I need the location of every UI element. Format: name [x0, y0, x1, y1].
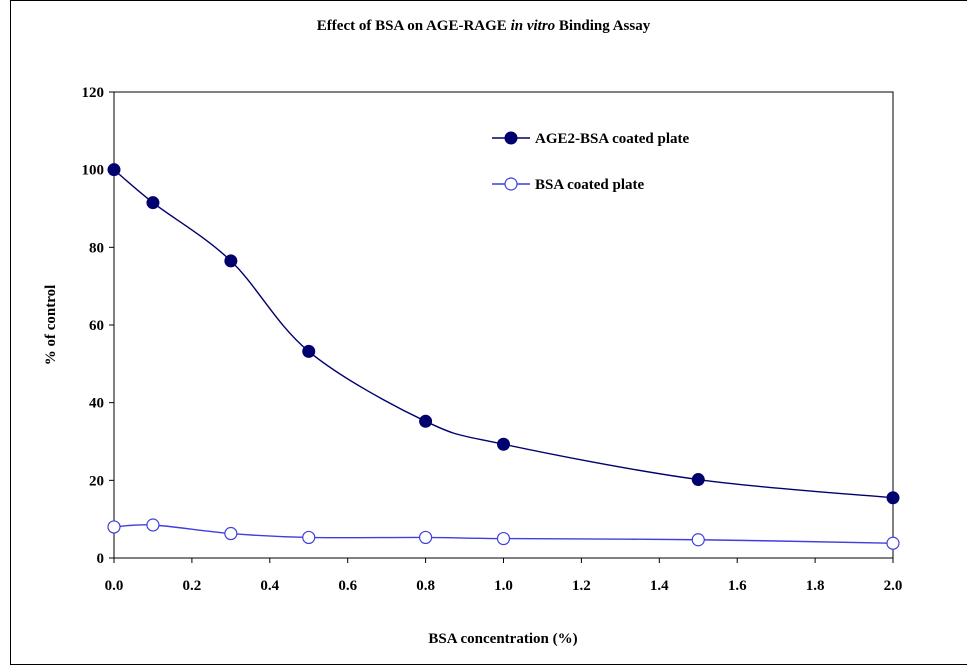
data-point: [224, 254, 238, 268]
x-axis-ticks: 0.0 0.2 0.4 0.6 0.8 1.0 1.2 1.4 1.6 1.8 2.0: [105, 558, 903, 594]
series-layer: [107, 163, 900, 550]
legend-marker: [504, 131, 518, 145]
x-tick-label: 1.8: [806, 578, 825, 594]
legend: AGE2-BSA coated plate BSA coated plate: [492, 131, 690, 193]
y-axis-label: % of control: [43, 285, 59, 366]
y-tick-label: 80: [89, 240, 104, 256]
data-point: [302, 344, 316, 358]
y-tick-label: 60: [89, 318, 104, 334]
x-tick-label: 1.2: [572, 578, 591, 594]
data-point: [107, 520, 121, 534]
x-tick-label: 0.0: [105, 578, 124, 594]
x-tick-label: 0.6: [338, 578, 357, 594]
y-tick-label: 100: [82, 163, 105, 179]
x-tick-label: 1.4: [650, 578, 669, 594]
y-tick-label: 120: [82, 85, 105, 101]
x-tick-label: 1.0: [494, 578, 513, 594]
y-axis-ticks: 0 20 40 60 80 100 120: [82, 85, 114, 567]
series-2: [107, 518, 900, 550]
legend-item: BSA coated plate: [492, 177, 645, 193]
title-italic-text: in vitro: [510, 18, 556, 34]
y-tick-label: 20: [89, 473, 104, 489]
data-point: [419, 530, 433, 545]
data-point: [886, 536, 900, 550]
data-point: [691, 473, 705, 487]
data-point: [146, 518, 160, 532]
data-point: [224, 526, 238, 541]
y-tick-label: 0: [97, 551, 105, 567]
data-point: [691, 533, 705, 547]
title-text-end: Binding Assay: [555, 18, 651, 34]
x-tick-label: 0.8: [416, 578, 435, 594]
data-point: [146, 196, 160, 210]
x-tick-label: 0.4: [260, 578, 279, 594]
x-tick-label: 2.0: [884, 578, 903, 594]
chart-title: Effect of BSA on AGE-RAGE in vitro Bindi…: [0, 18, 967, 35]
series-1: [107, 163, 900, 505]
data-point: [497, 437, 510, 451]
data-point: [302, 530, 316, 545]
data-point: [886, 491, 900, 505]
x-tick-label: 1.6: [728, 578, 747, 594]
legend-label: BSA coated plate: [535, 177, 645, 193]
legend-item: AGE2-BSA coated plate: [492, 131, 690, 147]
legend-marker: [504, 177, 518, 191]
legend-label: AGE2-BSA coated plate: [535, 131, 690, 147]
data-point: [496, 531, 511, 546]
x-axis-label: BSA concentration (%): [428, 631, 577, 647]
x-tick-label: 0.2: [183, 578, 202, 594]
data-point: [107, 163, 121, 177]
data-point: [419, 414, 433, 428]
title-text-start: Effect of BSA on AGE-RAGE: [316, 18, 511, 34]
y-tick-label: 40: [89, 396, 104, 412]
